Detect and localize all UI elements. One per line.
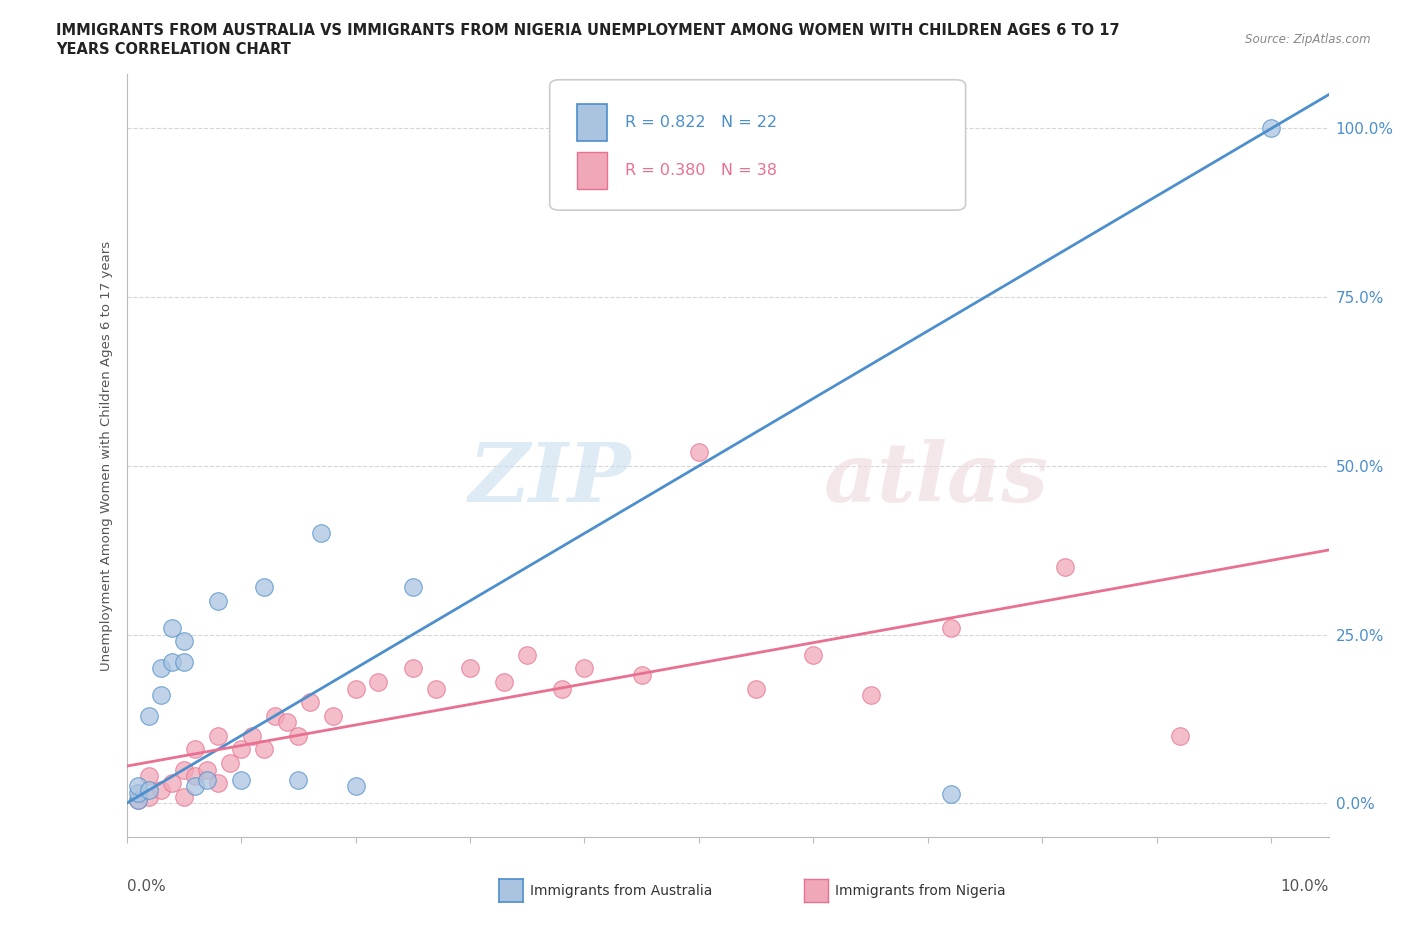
Point xyxy=(803,647,825,662)
Point xyxy=(322,708,344,723)
Point xyxy=(550,681,572,696)
Point xyxy=(195,772,218,787)
Point xyxy=(425,681,447,696)
Point xyxy=(173,762,195,777)
Point xyxy=(309,525,332,540)
Point xyxy=(344,779,367,794)
Point xyxy=(253,580,276,595)
Point xyxy=(184,769,207,784)
Text: R = 0.380   N = 38: R = 0.380 N = 38 xyxy=(626,163,778,178)
Point xyxy=(287,772,309,787)
FancyBboxPatch shape xyxy=(578,153,607,189)
Point xyxy=(229,742,252,757)
Point xyxy=(207,728,229,743)
Point xyxy=(458,661,481,676)
Point xyxy=(516,647,538,662)
Point xyxy=(242,728,264,743)
Point xyxy=(253,742,276,757)
Point xyxy=(688,445,710,459)
Point xyxy=(138,708,160,723)
Point xyxy=(138,769,160,784)
Point xyxy=(207,593,229,608)
Point xyxy=(218,755,240,770)
Point xyxy=(184,779,207,794)
Text: R = 0.822   N = 22: R = 0.822 N = 22 xyxy=(626,115,778,130)
Point xyxy=(264,708,287,723)
Point xyxy=(184,742,207,757)
Point xyxy=(127,779,149,794)
Point xyxy=(859,688,882,703)
Text: YEARS CORRELATION CHART: YEARS CORRELATION CHART xyxy=(56,42,291,57)
Point xyxy=(402,661,425,676)
Point xyxy=(162,776,184,790)
Point xyxy=(207,776,229,790)
Point xyxy=(173,634,195,649)
Point xyxy=(574,661,596,676)
Point xyxy=(344,681,367,696)
Point xyxy=(939,787,962,802)
Point xyxy=(630,668,652,683)
Point xyxy=(127,792,149,807)
Text: Immigrants from Australia: Immigrants from Australia xyxy=(530,884,713,898)
Point xyxy=(1054,560,1077,575)
Point xyxy=(367,674,389,689)
Text: IMMIGRANTS FROM AUSTRALIA VS IMMIGRANTS FROM NIGERIA UNEMPLOYMENT AMONG WOMEN WI: IMMIGRANTS FROM AUSTRALIA VS IMMIGRANTS … xyxy=(56,23,1119,38)
Point xyxy=(173,654,195,669)
Text: atlas: atlas xyxy=(824,439,1049,519)
Point xyxy=(229,772,252,787)
FancyBboxPatch shape xyxy=(578,104,607,140)
Point xyxy=(494,674,516,689)
Point xyxy=(149,688,172,703)
Y-axis label: Unemployment Among Women with Children Ages 6 to 17 years: Unemployment Among Women with Children A… xyxy=(100,241,114,671)
Point xyxy=(1168,728,1191,743)
Text: Immigrants from Nigeria: Immigrants from Nigeria xyxy=(835,884,1005,898)
Point xyxy=(287,728,309,743)
Point xyxy=(127,792,149,807)
Point xyxy=(149,782,172,797)
Point xyxy=(195,762,218,777)
Point xyxy=(127,786,149,801)
Text: 10.0%: 10.0% xyxy=(1281,879,1329,894)
Point xyxy=(402,580,425,595)
Point xyxy=(162,620,184,635)
FancyBboxPatch shape xyxy=(550,80,966,210)
Text: Source: ZipAtlas.com: Source: ZipAtlas.com xyxy=(1246,33,1371,46)
Point xyxy=(138,782,160,797)
Point xyxy=(298,695,321,710)
Point xyxy=(1260,121,1282,136)
Point xyxy=(162,654,184,669)
Text: 0.0%: 0.0% xyxy=(127,879,166,894)
Point xyxy=(745,681,768,696)
Text: ZIP: ZIP xyxy=(468,439,631,519)
Point xyxy=(939,620,962,635)
Point xyxy=(138,789,160,804)
Point xyxy=(276,715,298,730)
Point xyxy=(149,661,172,676)
Point xyxy=(173,789,195,804)
